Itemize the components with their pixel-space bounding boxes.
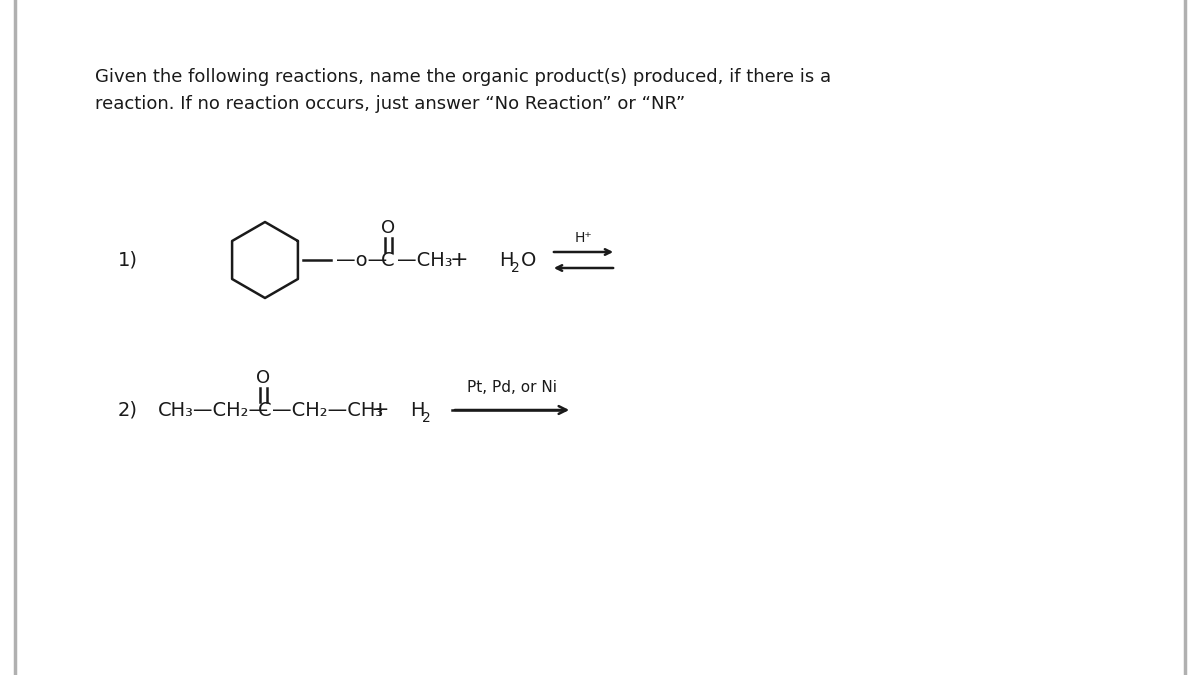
Text: —CH₃: —CH₃ bbox=[397, 250, 452, 269]
Text: reaction. If no reaction occurs, just answer “No Reaction” or “NR”: reaction. If no reaction occurs, just an… bbox=[95, 95, 685, 113]
Text: O: O bbox=[521, 250, 536, 269]
Text: Given the following reactions, name the organic product(s) produced, if there is: Given the following reactions, name the … bbox=[95, 68, 832, 86]
Text: 2: 2 bbox=[422, 411, 431, 425]
Text: —CH₂—CH₃: —CH₂—CH₃ bbox=[272, 400, 383, 419]
Text: H: H bbox=[499, 250, 514, 269]
Text: +: + bbox=[450, 250, 468, 270]
Text: C: C bbox=[382, 250, 395, 269]
Text: H⁺: H⁺ bbox=[575, 231, 593, 245]
Text: H: H bbox=[410, 400, 425, 419]
Text: 2): 2) bbox=[118, 400, 138, 419]
Text: +: + bbox=[371, 400, 389, 420]
Text: —o—: —o— bbox=[336, 250, 388, 269]
Text: Pt, Pd, or Ni: Pt, Pd, or Ni bbox=[467, 381, 557, 396]
Text: CH₃—CH₂—: CH₃—CH₂— bbox=[158, 400, 269, 419]
Text: 2: 2 bbox=[511, 261, 520, 275]
Text: C: C bbox=[258, 400, 271, 419]
Text: 1): 1) bbox=[118, 250, 138, 269]
Text: O: O bbox=[256, 369, 270, 387]
Text: O: O bbox=[380, 219, 395, 237]
